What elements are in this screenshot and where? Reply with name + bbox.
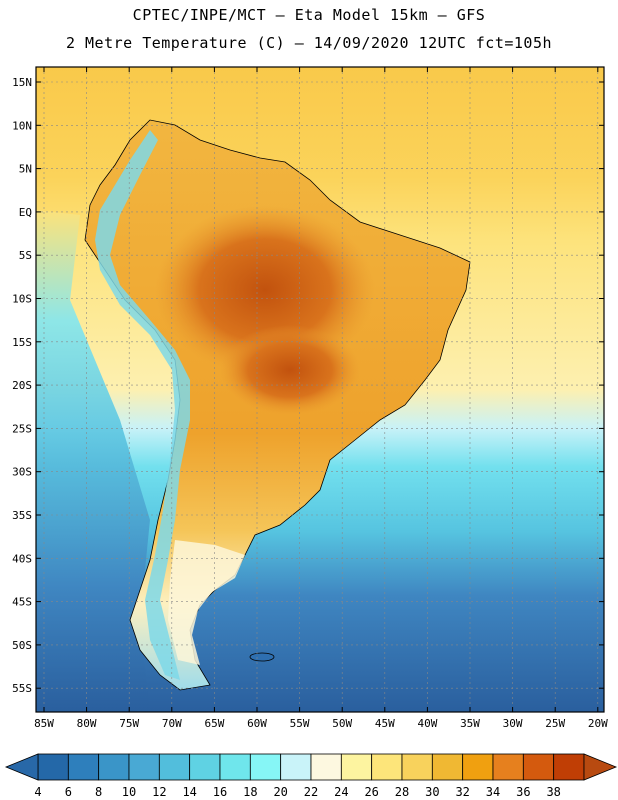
lon-label: 65W bbox=[204, 717, 224, 730]
lat-label: 20S bbox=[12, 379, 32, 392]
lon-label: 25W bbox=[545, 717, 565, 730]
falkland-islands bbox=[249, 652, 275, 662]
colorbar-swatch bbox=[158, 753, 191, 781]
colorbar-swatch bbox=[37, 753, 69, 781]
andes-cool-strip bbox=[95, 130, 190, 680]
longitude-labels: 85W 80W 75W 70W 65W 60W 55W 50W 45W 40W 35W 30W 25W 2… bbox=[34, 717, 608, 730]
colorbar-swatch bbox=[219, 753, 251, 781]
colorbar-swatch bbox=[340, 753, 373, 781]
colorbar-tick-label: 38 bbox=[546, 785, 560, 799]
lon-label: 30W bbox=[503, 717, 523, 730]
lat-label: 30S bbox=[12, 466, 32, 479]
colorbar-tick-label: 28 bbox=[395, 785, 409, 799]
colorbar-tick-label: 24 bbox=[334, 785, 348, 799]
lat-label: 5N bbox=[19, 163, 32, 176]
lat-label: EQ bbox=[19, 206, 32, 219]
lon-label: 75W bbox=[119, 717, 139, 730]
colorbar-swatch bbox=[553, 753, 585, 781]
colorbar-tick-label: 36 bbox=[516, 785, 530, 799]
lon-label: 50W bbox=[332, 717, 352, 730]
colorbar-tick-label: 22 bbox=[304, 785, 318, 799]
temperature-map: 15N 10N 5N EQ 5S 10S 15S 20S 25S 30S 35S 40S 45S 50S 5… bbox=[12, 66, 608, 730]
temperature-colorbar: 4 6 8 10 12 14 16 18 20 22 24 26 28 30 32 34 36 38 bbox=[4, 753, 618, 799]
lat-label: 10S bbox=[12, 293, 32, 306]
colorbar-swatch bbox=[522, 753, 555, 781]
colorbar-swatch bbox=[462, 753, 494, 781]
map-frame bbox=[35, 66, 605, 713]
colorbar-swatch bbox=[98, 753, 130, 781]
colorbar-tick-label: 26 bbox=[364, 785, 378, 799]
colorbar-swatch bbox=[128, 753, 160, 781]
lon-label: 55W bbox=[290, 717, 310, 730]
axis-ticks bbox=[36, 67, 604, 712]
colorbar-tick-label: 14 bbox=[182, 785, 196, 799]
patagonia-cool-region bbox=[168, 540, 245, 665]
colorbar-tick-label: 16 bbox=[213, 785, 227, 799]
colorbar-swatch bbox=[371, 753, 403, 781]
lon-label: 85W bbox=[34, 717, 54, 730]
colorbar-swatch bbox=[189, 753, 221, 781]
lat-label: 5S bbox=[19, 249, 32, 262]
lat-label: 45S bbox=[12, 596, 32, 609]
colorbar-swatch bbox=[67, 753, 100, 781]
lon-label: 60W bbox=[247, 717, 267, 730]
title-line-1: CPTEC/INPE/MCT – Eta Model 15km – GFS bbox=[132, 6, 486, 24]
lat-label: 15S bbox=[12, 336, 32, 349]
lon-label: 70W bbox=[162, 717, 182, 730]
lon-label: 40W bbox=[417, 717, 437, 730]
colorbar-swatch bbox=[280, 753, 312, 781]
lon-label: 35W bbox=[460, 717, 480, 730]
colorbar-swatch bbox=[492, 753, 524, 781]
heat-core-center bbox=[220, 325, 360, 415]
colorbar-tick-label: 32 bbox=[455, 785, 469, 799]
colorbar-swatch bbox=[401, 753, 433, 781]
colorbar-tick-label: 20 bbox=[273, 785, 287, 799]
colorbar-tick-label: 8 bbox=[95, 785, 102, 799]
colorbar-low-arrow bbox=[4, 753, 39, 781]
colorbar-swatch bbox=[431, 753, 464, 781]
colorbar-swatch bbox=[249, 753, 282, 781]
colorbar-swatch bbox=[310, 753, 342, 781]
lat-label: 15N bbox=[12, 76, 32, 89]
colorbar-high-arrow bbox=[583, 753, 618, 781]
lat-label: 25S bbox=[12, 422, 32, 435]
lat-label: 55S bbox=[12, 682, 32, 695]
latitude-labels: 15N 10N 5N EQ 5S 10S 15S 20S 25S 30S 35S 40S 45S 50S 5… bbox=[12, 76, 32, 695]
colorbar-tick-label: 34 bbox=[486, 785, 500, 799]
colorbar-tick-label: 4 bbox=[34, 785, 41, 799]
pacific-ocean-field bbox=[36, 210, 150, 712]
colorbar-tick-label: 6 bbox=[65, 785, 72, 799]
lat-label: 10N bbox=[12, 119, 32, 132]
lon-label: 20W bbox=[588, 717, 608, 730]
colorbar-tick-label: 18 bbox=[243, 785, 257, 799]
title-line-2: 2 Metre Temperature (C) – 14/09/2020 12U… bbox=[65, 34, 553, 52]
lat-label: 40S bbox=[12, 552, 32, 565]
colorbar-tick-label: 12 bbox=[152, 785, 166, 799]
lon-label: 80W bbox=[77, 717, 97, 730]
lat-label: 35S bbox=[12, 509, 32, 522]
lon-label: 45W bbox=[375, 717, 395, 730]
lat-label: 50S bbox=[12, 639, 32, 652]
colorbar-tick-label: 30 bbox=[425, 785, 439, 799]
colorbar-tick-label: 10 bbox=[122, 785, 136, 799]
